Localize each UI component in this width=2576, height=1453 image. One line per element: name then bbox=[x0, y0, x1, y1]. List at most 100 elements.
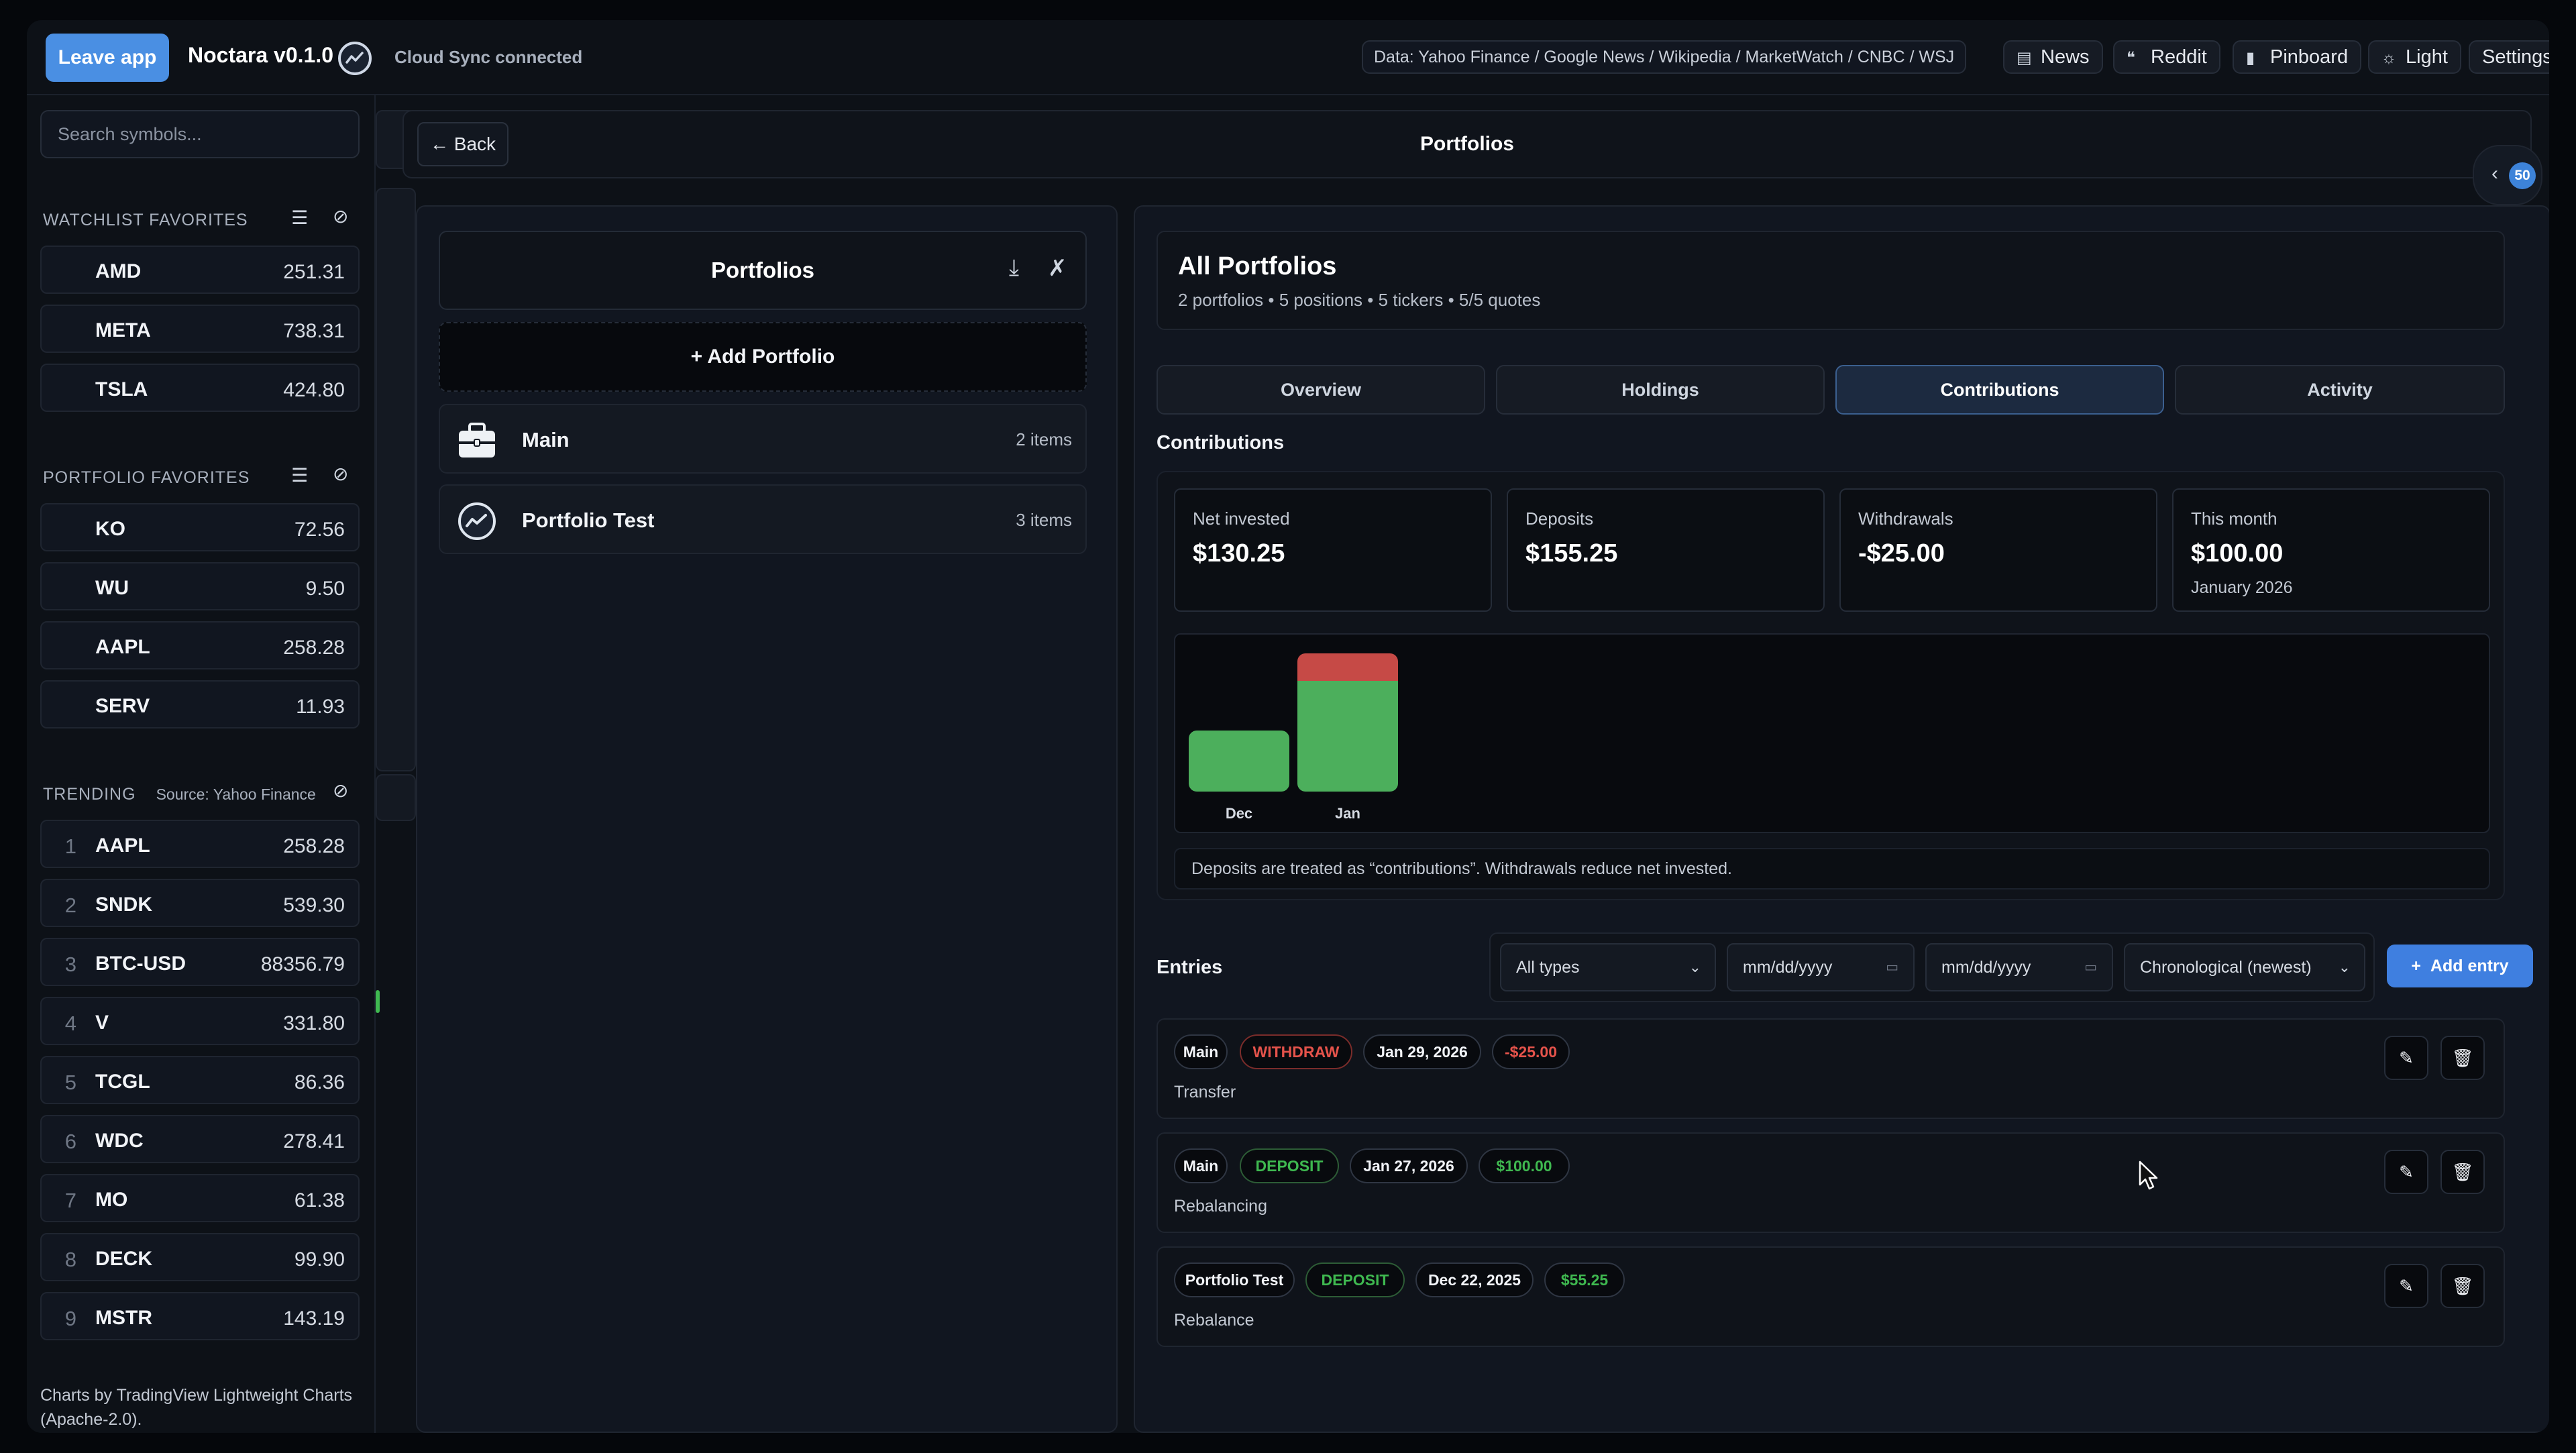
trending-item[interactable]: 9 MSTR 143.19 bbox=[40, 1292, 360, 1340]
portfolio-favorite-item[interactable]: KO 72.56 bbox=[40, 503, 360, 551]
main-header: ← Back Portfolios bbox=[402, 110, 2532, 178]
contributions-chart: Dec Jan bbox=[1174, 633, 2490, 833]
withdrawal-bar-jan bbox=[1297, 653, 1398, 682]
add-portfolio-button[interactable]: + Add Portfolio bbox=[439, 322, 1087, 392]
sidebar: Search symbols... WATCHLIST FAVORITES ☰ … bbox=[27, 95, 376, 1433]
download-icon[interactable]: ⤓ bbox=[1009, 255, 1020, 280]
trash-icon[interactable]: 🗑 bbox=[2440, 1036, 2485, 1080]
chart-note: Deposits are treated as “contributions”.… bbox=[1174, 848, 2490, 890]
detail-header: All Portfolios 2 portfolios • 5 position… bbox=[1157, 231, 2505, 330]
background-panel-edge bbox=[376, 774, 416, 821]
entry-row: Main WITHDRAW Jan 29, 2026 -$25.00 Trans… bbox=[1157, 1018, 2505, 1119]
eye-off-icon[interactable]: ⊘ bbox=[333, 206, 349, 227]
date-to-input[interactable]: mm/dd/yyyy ▭ bbox=[1925, 943, 2113, 991]
portfolios-panel: Portfolios ⤓ ✗ + Add Portfolio Main 2 it… bbox=[416, 205, 1118, 1433]
sort-select[interactable]: Chronological (newest) ⌄ bbox=[2124, 943, 2365, 991]
entry-amount-badge: $55.25 bbox=[1544, 1262, 1625, 1297]
date-from-input[interactable]: mm/dd/yyyy ▭ bbox=[1727, 943, 1915, 991]
trending-item[interactable]: 1 AAPL 258.28 bbox=[40, 820, 360, 868]
trending-item[interactable]: 8 DECK 99.90 bbox=[40, 1233, 360, 1281]
trash-icon[interactable]: 🗑 bbox=[2440, 1150, 2485, 1194]
deposit-bar-dec bbox=[1189, 730, 1289, 792]
tab-activity[interactable]: Activity bbox=[2175, 365, 2505, 415]
portfolio-item-main[interactable]: Main 2 items bbox=[439, 404, 1087, 474]
entry-note: Transfer bbox=[1174, 1083, 1236, 1101]
portfolios-panel-title: Portfolios bbox=[711, 258, 814, 282]
tab-holdings[interactable]: Holdings bbox=[1496, 365, 1825, 415]
trending-item[interactable]: 2 SNDK 539.30 bbox=[40, 879, 360, 927]
watchlist-item[interactable]: TSLA 424.80 bbox=[40, 364, 360, 412]
chart-circle-icon bbox=[458, 502, 496, 540]
trending-item[interactable]: 3 BTC-USD 88356.79 bbox=[40, 938, 360, 986]
trending-item[interactable]: 7 MO 61.38 bbox=[40, 1174, 360, 1222]
trending-item[interactable]: 5 TCGL 86.36 bbox=[40, 1056, 360, 1104]
type-filter-select[interactable]: All types ⌄ bbox=[1500, 943, 1716, 991]
entry-amount-badge: -$25.00 bbox=[1492, 1034, 1570, 1069]
entry-row: Portfolio Test DEPOSIT Dec 22, 2025 $55.… bbox=[1157, 1246, 2505, 1347]
contributions-heading: Contributions bbox=[1157, 432, 1285, 453]
entry-portfolio-badge: Main bbox=[1174, 1034, 1228, 1069]
list-icon[interactable]: ☰ bbox=[291, 207, 309, 228]
entry-amount-badge: $100.00 bbox=[1479, 1148, 1570, 1183]
mouse-cursor-icon bbox=[2139, 1161, 2158, 1190]
app-logo-icon bbox=[338, 42, 372, 75]
edit-pencil-icon[interactable]: ✎ bbox=[2384, 1264, 2428, 1308]
entry-row: Main DEPOSIT Jan 27, 2026 $100.00 Rebala… bbox=[1157, 1132, 2505, 1233]
entry-note: Rebalance bbox=[1174, 1311, 1254, 1330]
entry-type-badge: DEPOSIT bbox=[1240, 1148, 1339, 1183]
entry-portfolio-badge: Portfolio Test bbox=[1174, 1262, 1295, 1297]
eye-off-icon[interactable]: ⊘ bbox=[333, 780, 349, 801]
chart-credits: Charts by TradingView Lightweight Charts… bbox=[40, 1386, 353, 1429]
list-icon[interactable]: ☰ bbox=[291, 465, 309, 486]
tab-contributions[interactable]: Contributions bbox=[1835, 365, 2164, 415]
watchlist-item[interactable]: AMD 251.31 bbox=[40, 246, 360, 294]
news-button[interactable]: ▤ News bbox=[2003, 40, 2103, 74]
stat-this-month: This month $100.00 January 2026 bbox=[2172, 488, 2490, 612]
trending-item[interactable]: 4 V 331.80 bbox=[40, 997, 360, 1045]
edit-pencil-icon[interactable]: ✎ bbox=[2384, 1150, 2428, 1194]
chevron-down-icon: ⌄ bbox=[2338, 959, 2351, 975]
entry-type-badge: DEPOSIT bbox=[1305, 1262, 1405, 1297]
stat-deposits: Deposits $155.25 bbox=[1507, 488, 1825, 612]
trash-icon[interactable]: 🗑 bbox=[2440, 1264, 2485, 1308]
edit-pencil-icon[interactable]: ✎ bbox=[2384, 1036, 2428, 1080]
back-button[interactable]: ← Back bbox=[417, 122, 508, 166]
entry-date-badge: Dec 22, 2025 bbox=[1415, 1262, 1534, 1297]
x-tick-label: Dec bbox=[1225, 805, 1253, 822]
watchlist-item[interactable]: META 738.31 bbox=[40, 305, 360, 353]
detail-title: All Portfolios bbox=[1178, 252, 1337, 280]
settings-button[interactable]: Settings bbox=[2469, 40, 2549, 74]
chevron-down-icon: ⌄ bbox=[1688, 959, 1701, 975]
entries-heading: Entries bbox=[1157, 957, 1223, 978]
entry-date-badge: Jan 27, 2026 bbox=[1350, 1148, 1468, 1183]
trending-marker bbox=[376, 990, 380, 1013]
portfolio-favorite-item[interactable]: SERV 11.93 bbox=[40, 680, 360, 729]
reddit-button[interactable]: ❝ Reddit bbox=[2113, 40, 2220, 74]
entry-note: Rebalancing bbox=[1174, 1197, 1267, 1216]
tools-icon[interactable]: ✗ bbox=[1048, 256, 1067, 281]
chevron-left-icon: ‹ bbox=[2491, 162, 2498, 184]
chat-bubbles-icon: ❝ bbox=[2127, 49, 2135, 67]
eye-off-icon[interactable]: ⊘ bbox=[333, 464, 349, 484]
add-entry-button[interactable]: + Add entry bbox=[2387, 945, 2533, 987]
plus-icon: + bbox=[2411, 956, 2430, 975]
entries-filters: All types ⌄ mm/dd/yyyy ▭ mm/dd/yyyy ▭ Chron… bbox=[1489, 932, 2375, 1002]
x-tick-label: Jan bbox=[1335, 805, 1360, 822]
sun-icon: ☼ bbox=[2381, 49, 2396, 67]
trending-item[interactable]: 6 WDC 278.41 bbox=[40, 1115, 360, 1163]
top-bar: Leave app Noctara v0.1.0 Cloud Sync conn… bbox=[27, 20, 2549, 95]
search-input[interactable]: Search symbols... bbox=[40, 110, 360, 158]
portfolio-favorite-item[interactable]: AAPL 258.28 bbox=[40, 621, 360, 669]
portfolio-item-portfolio-test[interactable]: Portfolio Test 3 items bbox=[439, 484, 1087, 554]
entry-type-badge: WITHDRAW bbox=[1240, 1034, 1352, 1069]
pinboard-button[interactable]: ▮ Pinboard bbox=[2233, 40, 2362, 74]
portfolio-favorite-item[interactable]: WU 9.50 bbox=[40, 562, 360, 610]
theme-toggle-button[interactable]: ☼ Light bbox=[2368, 40, 2461, 74]
collapse-panel-button[interactable]: ‹ 50 bbox=[2473, 145, 2542, 205]
entry-portfolio-badge: Main bbox=[1174, 1148, 1228, 1183]
leave-app-button[interactable]: Leave app bbox=[46, 34, 169, 82]
deposit-bar-jan bbox=[1297, 681, 1398, 792]
app-title: Noctara v0.1.0 bbox=[188, 43, 334, 67]
tab-overview[interactable]: Overview bbox=[1157, 365, 1485, 415]
watchlist-favorites-heading: WATCHLIST FAVORITES bbox=[43, 211, 248, 229]
